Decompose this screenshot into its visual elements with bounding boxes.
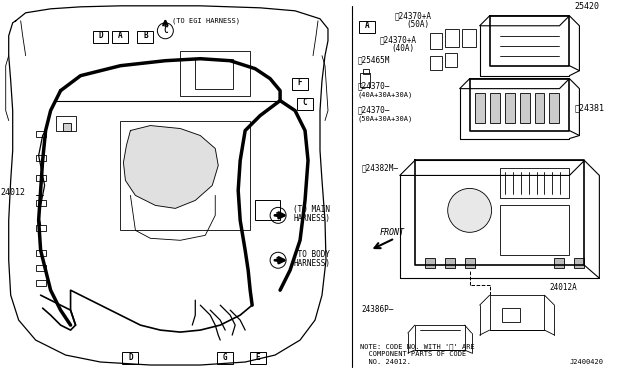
Bar bbox=[490, 295, 545, 330]
Bar bbox=[93, 31, 108, 43]
Bar bbox=[500, 169, 570, 198]
Text: 24012A: 24012A bbox=[550, 283, 577, 292]
Text: (TO MAIN: (TO MAIN bbox=[293, 205, 330, 214]
Text: A: A bbox=[118, 31, 123, 40]
Bar bbox=[36, 201, 45, 206]
Bar bbox=[36, 155, 45, 161]
Text: ※24370+A: ※24370+A bbox=[380, 36, 417, 45]
Text: ※24370+A: ※24370+A bbox=[395, 12, 432, 21]
Bar bbox=[297, 97, 313, 110]
Bar bbox=[180, 51, 250, 96]
Text: (50A+30A+30A): (50A+30A+30A) bbox=[358, 116, 413, 122]
Bar bbox=[534, 93, 545, 122]
Bar bbox=[63, 122, 70, 131]
Text: 24386P—: 24386P— bbox=[362, 305, 394, 314]
Text: (40A): (40A) bbox=[392, 44, 415, 53]
Bar bbox=[475, 93, 484, 122]
Text: ※24370―: ※24370― bbox=[358, 81, 390, 91]
Bar bbox=[520, 93, 529, 122]
Bar bbox=[445, 29, 459, 47]
Bar bbox=[250, 352, 266, 364]
Text: 24012: 24012 bbox=[1, 188, 26, 198]
Bar bbox=[36, 280, 45, 286]
Text: (40A+30A+30A): (40A+30A+30A) bbox=[358, 92, 413, 98]
Text: COMPONENT PARTS OF CODE: COMPONENT PARTS OF CODE bbox=[360, 351, 466, 357]
Circle shape bbox=[448, 188, 492, 232]
Text: C: C bbox=[303, 98, 307, 107]
Bar bbox=[502, 308, 520, 322]
Text: A: A bbox=[365, 21, 369, 30]
Circle shape bbox=[270, 207, 286, 223]
Bar bbox=[445, 258, 454, 268]
Bar bbox=[292, 78, 308, 90]
Bar bbox=[461, 29, 476, 47]
Bar bbox=[36, 225, 45, 231]
Text: C: C bbox=[163, 26, 168, 35]
Text: B: B bbox=[143, 31, 148, 40]
Circle shape bbox=[157, 23, 173, 39]
Text: FRONT: FRONT bbox=[380, 228, 405, 237]
Bar bbox=[415, 325, 465, 350]
Bar bbox=[255, 201, 280, 220]
Bar bbox=[490, 93, 500, 122]
Bar bbox=[359, 21, 375, 33]
Bar bbox=[56, 116, 76, 131]
Text: ※24381: ※24381 bbox=[575, 103, 604, 113]
Text: 25420: 25420 bbox=[575, 2, 600, 11]
Text: (50A): (50A) bbox=[407, 20, 430, 29]
Bar bbox=[36, 176, 45, 182]
Text: NOTE: CODE NO. WITH '※' ARE: NOTE: CODE NO. WITH '※' ARE bbox=[360, 343, 475, 350]
Bar bbox=[575, 258, 584, 268]
Bar bbox=[504, 93, 515, 122]
Bar bbox=[500, 205, 570, 255]
Bar bbox=[122, 352, 138, 364]
Bar bbox=[360, 73, 370, 87]
Text: E: E bbox=[256, 353, 260, 362]
Bar bbox=[550, 93, 559, 122]
Text: HARNESS): HARNESS) bbox=[293, 214, 330, 223]
Bar bbox=[425, 258, 435, 268]
Text: D: D bbox=[276, 257, 280, 263]
Bar bbox=[445, 53, 457, 67]
Text: ※25465M: ※25465M bbox=[358, 56, 390, 65]
Text: ※24370―: ※24370― bbox=[358, 106, 390, 115]
Polygon shape bbox=[124, 126, 218, 208]
Bar bbox=[138, 31, 154, 43]
Text: (TO BODY: (TO BODY bbox=[293, 250, 330, 259]
Bar bbox=[217, 352, 233, 364]
Text: D: D bbox=[98, 31, 103, 40]
Bar bbox=[36, 131, 45, 137]
Text: NO. 24012.: NO. 24012. bbox=[360, 359, 411, 365]
Bar bbox=[465, 258, 475, 268]
Bar bbox=[36, 250, 45, 256]
Text: D: D bbox=[128, 353, 132, 362]
Text: J2400420: J2400420 bbox=[570, 359, 604, 365]
Bar bbox=[195, 59, 233, 89]
Bar bbox=[429, 56, 442, 70]
Text: (TO EGI HARNESS): (TO EGI HARNESS) bbox=[172, 18, 241, 24]
Bar bbox=[120, 121, 250, 230]
Text: B: B bbox=[276, 212, 280, 218]
Text: G: G bbox=[223, 353, 228, 362]
Text: F: F bbox=[298, 78, 302, 87]
Bar bbox=[113, 31, 129, 43]
Text: HARNESS): HARNESS) bbox=[293, 259, 330, 268]
Circle shape bbox=[270, 252, 286, 268]
Bar bbox=[363, 69, 369, 74]
Bar bbox=[429, 33, 442, 49]
Text: ※24382M—: ※24382M— bbox=[362, 163, 399, 173]
Bar bbox=[36, 265, 45, 271]
Bar bbox=[554, 258, 564, 268]
